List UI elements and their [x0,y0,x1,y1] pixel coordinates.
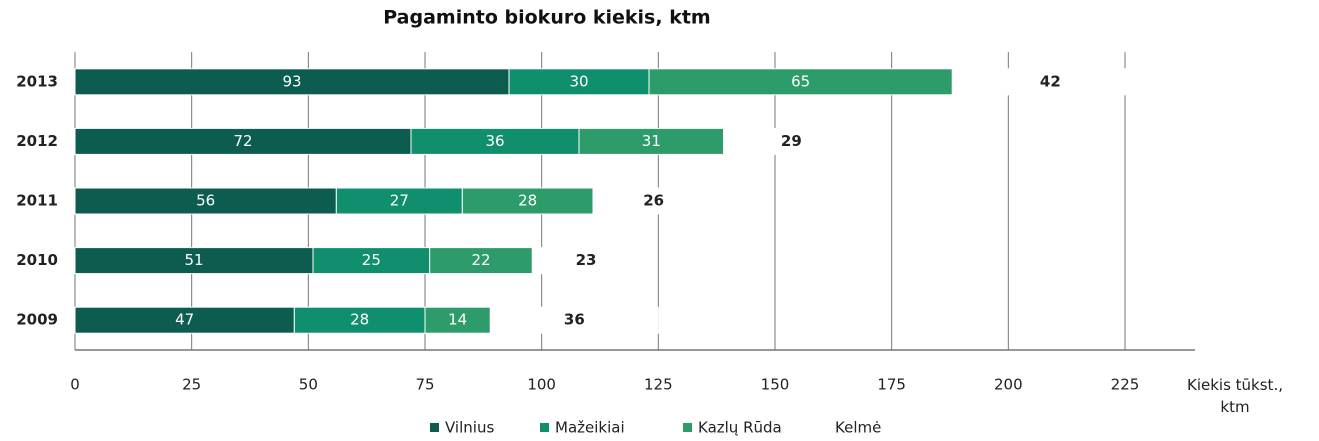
x-tick-label: 150 [761,376,790,394]
bar-segment [508,68,650,96]
x-axis-label: Kiekis tūkst., ktm [1187,376,1283,416]
x-tick-label: 75 [415,376,434,394]
data-label: 29 [781,132,802,150]
legend-label: Mažeikiai [555,419,625,437]
bar-segment [335,187,463,215]
y-tick-label: 2010 [16,251,58,269]
bar-segment [429,247,533,275]
legend-label: Vilnius [445,419,494,437]
data-label: 23 [576,251,597,269]
bar-segment [293,306,426,334]
data-label: 28 [518,192,537,210]
data-label: 27 [390,192,409,210]
data-label: 22 [471,251,490,269]
data-label: 28 [350,311,369,329]
bar-segment [410,127,580,155]
bar-segment [312,247,431,275]
bar-segment [461,187,594,215]
bar-segment [592,187,715,215]
y-tick-label: 2009 [16,311,58,329]
bar-segment [74,187,337,215]
data-label: 42 [1040,72,1061,90]
bar-segment [723,127,860,155]
bar-segment [74,306,295,334]
x-tick-label: 200 [994,376,1023,394]
data-label: 36 [485,132,504,150]
y-tick-label: 2011 [16,192,58,210]
x-tick-label: 0 [70,376,80,394]
x-tick-label: 225 [1111,376,1140,394]
bar-segment [74,127,412,155]
bar-segment [74,68,510,96]
data-label: 65 [791,72,810,90]
legend-label: Kazlų Rūda [698,419,782,437]
data-label: 31 [642,132,661,150]
x-tick-label: 25 [182,376,201,394]
data-label: 25 [362,251,381,269]
legend-marker [540,423,549,432]
data-label: 36 [564,311,585,329]
x-tick-label: 50 [299,376,318,394]
data-label: 56 [196,192,215,210]
x-tick-label: 100 [527,376,556,394]
data-label: 30 [569,72,588,90]
bar-segment [578,127,725,155]
data-label: 72 [233,132,252,150]
legend-marker [430,423,439,432]
data-label: 47 [175,311,194,329]
legend-marker [683,423,692,432]
y-tick-label: 2013 [16,72,58,90]
data-label: 26 [643,192,664,210]
legend-marker [820,423,829,432]
bar-segment [424,306,491,334]
bar-segment [74,247,314,275]
bar-segment [531,247,641,275]
data-label: 93 [282,72,301,90]
x-tick-label: 125 [644,376,673,394]
bar-segment [951,68,1149,96]
legend-label: Kelmė [835,419,881,437]
data-label: 14 [448,311,467,329]
y-tick-label: 2012 [16,132,58,150]
data-label: 51 [184,251,203,269]
chart-title: Pagaminto biokuro kiekis, ktm [383,7,710,29]
bar-segment [489,306,659,334]
x-tick-label: 175 [877,376,906,394]
